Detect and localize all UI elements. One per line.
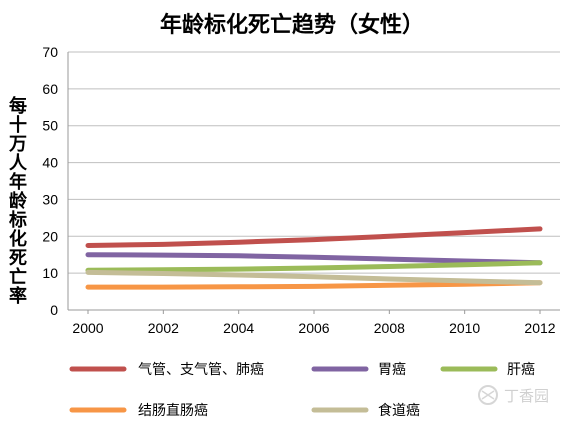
- x-tick-label: 2012: [524, 320, 555, 336]
- y-axis-label-char: 年: [9, 171, 27, 193]
- y-tick-label: 40: [42, 155, 58, 171]
- x-tick-label: 2004: [223, 320, 254, 336]
- y-tick-label: 70: [42, 44, 58, 60]
- y-axis-label-char: 十: [9, 114, 27, 136]
- legend-label: 肝癌: [507, 362, 535, 378]
- y-tick-label: 20: [42, 228, 58, 244]
- y-axis-label-char: 万: [8, 134, 27, 155]
- y-axis-label-char: 死: [9, 248, 27, 269]
- y-tick-label: 0: [50, 302, 58, 318]
- y-axis-label-char: 人: [9, 153, 28, 174]
- y-axis-label-char: 标: [8, 209, 27, 231]
- legend-label: 结肠直肠癌: [138, 402, 208, 419]
- x-tick-label: 2006: [298, 320, 329, 336]
- watermark: 丁香园: [478, 385, 549, 405]
- watermark-text: 丁香园: [504, 387, 549, 405]
- y-tick-label: 30: [42, 191, 58, 207]
- x-tick-label: 2002: [148, 320, 179, 336]
- gridlines: [68, 51, 560, 274]
- legend-label: 胃癌: [378, 362, 406, 378]
- series-line-2: [85, 252, 543, 266]
- chart-title: 年龄标化死亡趋势（女性）: [160, 12, 424, 38]
- series-line-5: [85, 269, 543, 286]
- y-axis-label-char: 率: [9, 285, 27, 307]
- y-axis-label-char: 每: [9, 95, 27, 117]
- y-tick-label: 10: [42, 265, 58, 281]
- legend-label: 食道癌: [378, 402, 420, 419]
- y-axis-ticks: 0 10 20 30 40 50 60 70: [42, 44, 58, 318]
- x-tick-label: 2010: [449, 320, 480, 336]
- y-tick-label: 50: [42, 118, 58, 134]
- watermark-logo-icon: [478, 385, 498, 405]
- legend-label: 气管、支气管、肺癌: [138, 362, 264, 378]
- x-axis-ticks: 2000 2002 2004 2006 2008 2010 2012: [72, 310, 556, 336]
- series-line-1: [85, 226, 543, 248]
- series-lines: [85, 226, 543, 290]
- x-tick-label: 2008: [374, 320, 405, 336]
- y-tick-label: 60: [42, 81, 58, 97]
- y-axis-label-char: 化: [9, 228, 27, 250]
- series-line-4: [85, 280, 543, 290]
- x-tick-label: 2000: [72, 320, 103, 336]
- y-axis-label-char: 龄: [9, 190, 28, 212]
- y-axis-label-char: 亡: [9, 266, 27, 288]
- series-line-3: [85, 260, 543, 273]
